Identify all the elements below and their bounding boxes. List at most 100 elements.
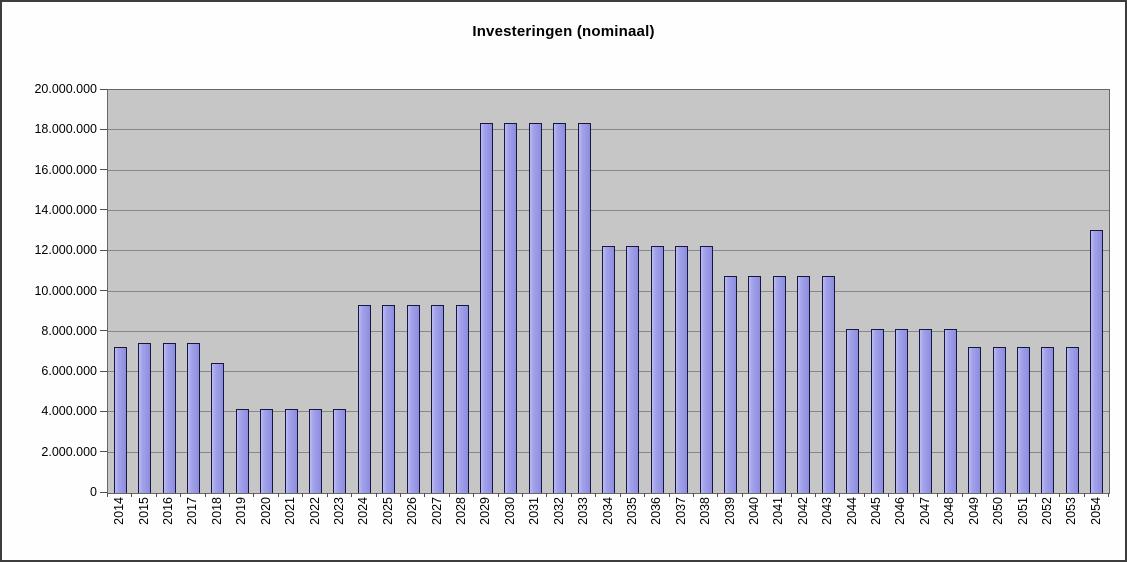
chart-title: Investeringen (nominaal)	[472, 23, 655, 40]
x-axis-tick	[351, 493, 353, 497]
x-axis-label: 2038	[698, 497, 713, 525]
y-axis-tick	[100, 88, 107, 90]
y-axis-label: 18.000.000	[34, 122, 97, 137]
x-axis-tick	[448, 493, 450, 497]
bar-2033	[577, 123, 591, 493]
x-axis-tick	[937, 493, 939, 497]
x-axis-tick	[766, 493, 768, 497]
bar-2027	[431, 305, 445, 493]
bar-2029	[479, 123, 493, 493]
gridline	[108, 129, 1109, 131]
bar-2026	[406, 305, 420, 493]
x-axis-label: 2019	[234, 497, 249, 525]
y-axis-tick	[100, 249, 107, 251]
y-axis-tick	[100, 169, 107, 171]
bar-2034	[602, 246, 615, 493]
y-axis-tick	[100, 330, 107, 332]
x-axis-label: 2040	[746, 497, 761, 525]
x-axis-tick	[277, 493, 279, 497]
x-axis-tick	[668, 493, 670, 497]
x-axis-label: 2044	[844, 497, 859, 525]
x-axis-label: 2041	[771, 497, 786, 525]
gridline	[108, 169, 1109, 171]
x-axis-label: 2054	[1088, 497, 1103, 525]
y-axis-label: 4.000.000	[41, 404, 97, 419]
bar-2040	[748, 276, 762, 493]
x-axis-label: 2039	[722, 497, 737, 525]
bar-2044	[846, 329, 860, 493]
y-axis-tick	[100, 410, 107, 412]
y-axis-label: 12.000.000	[34, 243, 97, 258]
x-axis-label: 2027	[429, 497, 444, 525]
y-axis-label: 2.000.000	[41, 444, 97, 459]
bar-2045	[870, 329, 884, 493]
bar-2014	[113, 347, 127, 493]
x-axis-tick	[546, 493, 548, 497]
x-axis-tick	[229, 493, 231, 497]
y-axis-tick	[100, 491, 107, 493]
x-axis-label: 2022	[307, 497, 322, 525]
x-axis-tick	[253, 493, 255, 497]
x-axis-tick	[1083, 493, 1085, 497]
x-axis-label: 2024	[356, 497, 371, 525]
x-axis-tick	[424, 493, 426, 497]
x-axis-tick	[302, 493, 304, 497]
x-axis-label: 2020	[258, 497, 273, 525]
x-axis-label: 2049	[966, 497, 981, 525]
y-axis-label: 20.000.000	[34, 82, 97, 96]
bar-2019	[235, 409, 249, 493]
x-axis-tick	[107, 493, 108, 497]
plot-area	[107, 89, 1110, 494]
x-axis-tick	[570, 493, 572, 497]
x-axis-label: 2046	[893, 497, 908, 525]
x-axis-label: 2025	[380, 497, 395, 525]
bar-2016	[162, 343, 176, 493]
bar-2037	[675, 246, 689, 493]
bar-2024	[357, 305, 371, 493]
x-axis-tick	[692, 493, 694, 497]
y-axis-tick	[100, 451, 107, 453]
x-axis-label: 2023	[331, 497, 346, 525]
bar-2038	[699, 246, 713, 493]
x-axis-tick	[1059, 493, 1061, 497]
bar-2021	[284, 409, 298, 493]
x-axis-tick	[815, 493, 817, 497]
x-axis-label: 2021	[283, 497, 298, 525]
x-axis-tick	[985, 493, 987, 497]
bar-2032	[553, 123, 567, 493]
x-axis-label: 2045	[869, 497, 884, 525]
x-axis-label: 2050	[991, 497, 1006, 525]
x-axis-label: 2033	[576, 497, 591, 525]
x-axis-label: 2053	[1064, 497, 1079, 525]
y-axis-label: 0	[90, 485, 97, 499]
bar-2047	[919, 329, 933, 493]
gridline	[108, 209, 1109, 211]
bar-2052	[1041, 347, 1055, 493]
x-axis-label: 2051	[1015, 497, 1030, 525]
bar-2049	[968, 347, 982, 493]
bar-2025	[382, 305, 396, 493]
x-axis-tick	[1010, 493, 1012, 497]
x-axis-tick	[790, 493, 792, 497]
x-axis-label: 2031	[527, 497, 542, 525]
x-axis-label: 2028	[454, 497, 468, 525]
x-axis-label: 2029	[478, 497, 493, 525]
x-axis-label: 2047	[917, 497, 932, 525]
bar-2043	[821, 276, 835, 493]
bar-2015	[138, 343, 152, 493]
y-axis-label: 6.000.000	[41, 364, 97, 379]
x-axis-tick	[863, 493, 865, 497]
bar-2023	[333, 409, 347, 493]
bar-2018	[211, 363, 225, 493]
y-axis-label: 8.000.000	[41, 323, 97, 338]
x-axis-tick	[741, 493, 743, 497]
x-axis-tick	[497, 493, 499, 497]
x-axis-tick	[888, 493, 890, 497]
x-axis-tick	[399, 493, 401, 497]
x-axis-tick	[326, 493, 328, 497]
bar-2028	[455, 305, 469, 493]
x-axis-tick	[1108, 493, 1109, 497]
x-axis-tick	[155, 493, 157, 497]
bar-2050	[992, 347, 1006, 493]
bar-2054	[1090, 230, 1104, 493]
